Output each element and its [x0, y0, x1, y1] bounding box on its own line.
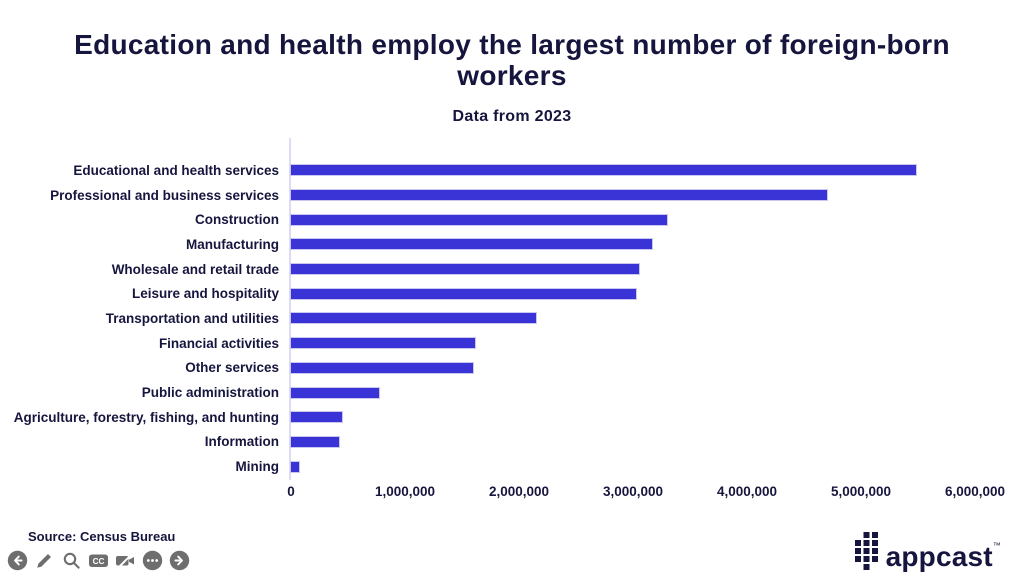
bar-track — [291, 257, 975, 282]
chart-row: Mining — [0, 454, 975, 479]
category-label: Agriculture, forestry, fishing, and hunt… — [13, 409, 279, 425]
svg-text:CC: CC — [93, 557, 105, 566]
chart-row: Educational and health services — [0, 158, 975, 183]
category-label: Construction — [195, 212, 279, 228]
x-tick-label: 1,000,000 — [374, 484, 436, 499]
source-note: Source: Census Bureau — [28, 529, 176, 544]
more-circle-icon[interactable] — [142, 550, 163, 571]
bar — [291, 436, 339, 447]
pencil-icon[interactable] — [34, 550, 55, 571]
x-tick-label: 2,000,000 — [488, 484, 550, 499]
bar-track — [291, 430, 975, 455]
bar — [291, 288, 637, 299]
bar — [291, 412, 343, 423]
category-label: Financial activities — [158, 335, 279, 351]
bar-track — [291, 183, 975, 208]
chart-row: Information — [0, 430, 975, 455]
x-tick-label: 6,000,000 — [944, 484, 1006, 499]
x-tick-label: 4,000,000 — [716, 484, 778, 499]
bar — [291, 214, 668, 225]
back-circle-icon[interactable] — [7, 550, 28, 571]
bar — [291, 387, 379, 398]
category-label: Wholesale and retail trade — [111, 261, 279, 277]
appcast-logo: appcast™ — [854, 527, 1001, 575]
bar-track — [291, 405, 975, 430]
forward-circle-icon[interactable] — [169, 550, 190, 571]
player-controls: CC — [7, 550, 190, 571]
category-label: Leisure and hospitality — [131, 286, 279, 302]
bar — [291, 165, 916, 176]
chart-row: Transportation and utilities — [0, 306, 975, 331]
category-label: Transportation and utilities — [105, 310, 279, 326]
bar-track — [291, 207, 975, 232]
x-axis: 0 1,000,000 2,000,000 3,000,000 4,000,000 5,0… — [287, 484, 1005, 502]
chart-row: Agriculture, forestry, fishing, and hunt… — [0, 405, 975, 430]
y-axis-line — [289, 138, 291, 480]
closed-captions-icon[interactable]: CC — [88, 550, 109, 571]
chart-row: Wholesale and retail trade — [0, 257, 975, 282]
bar — [291, 313, 537, 324]
video-off-icon[interactable] — [115, 550, 136, 571]
chart-row: Construction — [0, 207, 975, 232]
bar-track — [291, 306, 975, 331]
magnifier-icon[interactable] — [61, 550, 82, 571]
x-tick-label: 3,000,000 — [602, 484, 664, 499]
x-tick-label: 5,000,000 — [830, 484, 892, 499]
bar — [291, 338, 475, 349]
x-tick-label: 0 — [287, 484, 295, 499]
category-label: Educational and health services — [73, 162, 279, 178]
bar-track — [291, 356, 975, 381]
bar-track — [291, 454, 975, 479]
bar — [291, 190, 827, 201]
bar — [291, 264, 639, 275]
category-label: Professional and business services — [50, 187, 279, 203]
bar-track — [291, 380, 975, 405]
bar — [291, 461, 299, 472]
bar-track — [291, 158, 975, 183]
bar — [291, 239, 653, 250]
bar-track — [291, 281, 975, 306]
appcast-logo-text: appcast™ — [886, 527, 1001, 575]
chart-row: Public administration — [0, 380, 975, 405]
chart-row: Leisure and hospitality — [0, 281, 975, 306]
chart-subtitle: Data from 2023 — [452, 108, 572, 125]
chart-row: Financial activities — [0, 331, 975, 356]
chart-row: Other services — [0, 356, 975, 381]
category-label: Manufacturing — [186, 236, 279, 252]
bar-track — [291, 232, 975, 257]
logo-wordmark: appcast — [885, 541, 993, 572]
appcast-logo-mark — [854, 532, 878, 570]
bar-track — [291, 331, 975, 356]
bar-chart: Educational and health services Professio… — [0, 158, 975, 479]
category-label: Mining — [235, 459, 280, 475]
chart-row: Manufacturing — [0, 232, 975, 257]
chart-title: Education and health employ the largest … — [74, 29, 950, 91]
category-label: Other services — [185, 360, 279, 376]
chart-row: Professional and business services — [0, 183, 975, 208]
trademark-symbol: ™ — [992, 541, 1001, 550]
bar — [291, 362, 474, 373]
category-label: Information — [204, 434, 279, 450]
category-label: Public administration — [141, 385, 279, 401]
